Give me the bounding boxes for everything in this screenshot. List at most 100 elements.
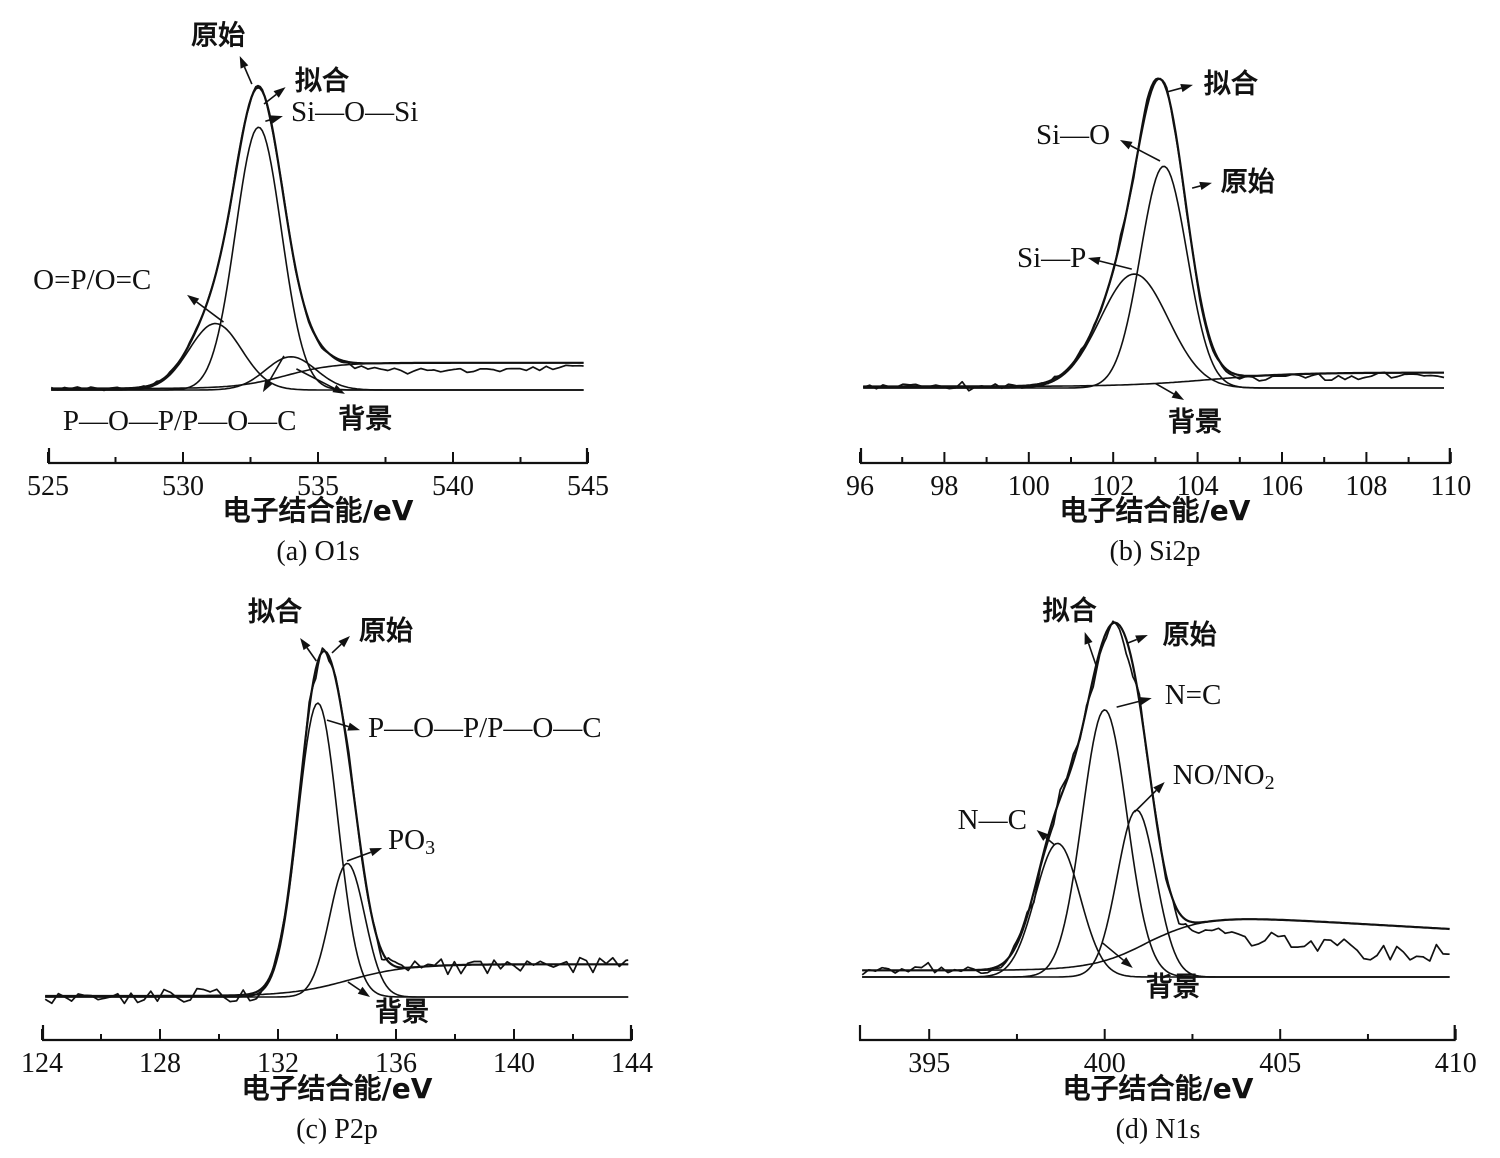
x-tick-label: 102 xyxy=(1092,471,1134,502)
annotation-label: Si—O—Si xyxy=(291,96,418,128)
annotation-arrow-line xyxy=(1102,942,1125,961)
caption-n1s: (d) N1s xyxy=(1116,1114,1201,1145)
annotation-arrowhead xyxy=(347,722,361,731)
curve-component-o1s-2 xyxy=(51,356,584,391)
annotation-arrowhead xyxy=(273,87,286,98)
x-tick-label: 110 xyxy=(1430,471,1471,502)
annotation-arrow-line xyxy=(1045,837,1056,846)
annotation-arrow-line xyxy=(326,719,349,728)
annotation-label: 原始 xyxy=(359,614,413,646)
x-tick-label: 136 xyxy=(375,1048,417,1079)
x-tick-label: 410 xyxy=(1435,1048,1477,1079)
annotation-label: P—O—P/P—O—C xyxy=(368,712,602,744)
x-tick-label: 106 xyxy=(1261,471,1303,502)
annotation-arrowhead xyxy=(1119,140,1133,150)
x-tick-label: 128 xyxy=(139,1048,181,1079)
x-axis-title-si2p: 电子结合能/eV xyxy=(1060,494,1251,527)
x-tick-label: 545 xyxy=(567,471,609,502)
annotation-arrowhead xyxy=(332,384,345,394)
curve-component-o1s-0 xyxy=(51,126,584,391)
annotation-arrowhead xyxy=(1135,634,1148,644)
annotation-arrow-line xyxy=(1116,700,1141,708)
annotation-arrowhead xyxy=(1139,697,1152,706)
x-tick-label: 144 xyxy=(611,1048,653,1079)
annotation-arrow-line xyxy=(265,118,272,122)
curve-fit-p2p xyxy=(45,649,629,998)
curve-component-p2p-1 xyxy=(45,862,629,998)
annotation-label: 拟合 xyxy=(295,64,349,96)
annotation-label: 拟合 xyxy=(1204,67,1258,99)
annotation-label: Si—O xyxy=(1036,119,1110,151)
curve-component-n1s-2 xyxy=(862,809,1450,978)
annotation-arrow-line xyxy=(1099,260,1132,270)
annotation-label: 背景 xyxy=(1146,972,1200,1003)
x-tick-label: 98 xyxy=(930,471,958,502)
annotation-label: 背景 xyxy=(375,997,429,1028)
curve-raw-o1s xyxy=(50,84,584,392)
curve-fit-n1s xyxy=(862,621,1450,972)
caption-si2p: (b) Si2p xyxy=(1110,536,1201,567)
curve-fit-o1s xyxy=(51,86,584,390)
curve-background-n1s xyxy=(862,918,1450,972)
annotation-arrowhead xyxy=(1153,781,1165,794)
x-tick-label: 108 xyxy=(1345,471,1387,502)
annotation-label: 原始 xyxy=(1221,165,1275,197)
annotation-arrowhead xyxy=(1084,631,1093,645)
x-axis-title-p2p: 电子结合能/eV xyxy=(242,1072,433,1105)
annotation-arrow-line xyxy=(346,851,372,862)
x-axis-title-n1s: 电子结合能/eV xyxy=(1063,1072,1254,1105)
annotation-arrow-line xyxy=(196,301,224,323)
annotation-arrow-line xyxy=(1133,789,1157,813)
curve-component-si2p-1 xyxy=(863,273,1444,389)
x-tick-label: 405 xyxy=(1259,1048,1301,1079)
annotation-arrowhead xyxy=(270,115,283,124)
annotation-label: 原始 xyxy=(1163,618,1217,650)
annotation-label: O=P/O=C xyxy=(33,264,151,296)
x-tick-label: 124 xyxy=(21,1048,63,1079)
annotation-label: 原始 xyxy=(191,19,245,51)
annotation-arrowhead xyxy=(1171,390,1185,401)
annotation-arrow-line xyxy=(1154,382,1175,395)
annotation-arrow-line xyxy=(1130,144,1161,162)
curve-background-p2p xyxy=(45,963,629,997)
x-tick-label: 104 xyxy=(1177,471,1219,502)
annotation-label: 背景 xyxy=(338,403,392,434)
annotation-arrowhead xyxy=(1120,957,1133,968)
x-axis-title-o1s: 电子结合能/eV xyxy=(223,494,414,527)
curve-raw-p2p xyxy=(44,647,629,1005)
annotation-arrowhead xyxy=(338,635,350,648)
annotation-arrow-line xyxy=(306,647,318,662)
annotation-arrowhead xyxy=(1087,256,1101,266)
annotation-arrowhead xyxy=(1180,84,1193,93)
annotation-label: 背景 xyxy=(1168,407,1222,438)
annotation-arrowhead xyxy=(300,637,311,651)
annotation-label: P—O—P/P—O—C xyxy=(63,405,297,437)
x-tick-label: 400 xyxy=(1084,1048,1126,1079)
curve-component-n1s-0 xyxy=(862,709,1450,978)
x-tick-label: 530 xyxy=(162,471,204,502)
x-tick-label: 140 xyxy=(493,1048,535,1079)
annotation-arrowhead xyxy=(187,294,200,306)
annotation-arrowhead xyxy=(369,848,383,857)
annotation-arrow-line xyxy=(331,643,342,654)
curve-raw-si2p xyxy=(862,77,1445,392)
annotation-arrow-line xyxy=(1087,643,1098,668)
x-tick-label: 535 xyxy=(297,471,339,502)
x-tick-label: 540 xyxy=(432,471,474,502)
annotation-arrowhead xyxy=(357,986,371,997)
annotation-label: N—C xyxy=(958,804,1027,836)
annotation-arrow-line xyxy=(263,93,277,105)
annotation-arrow-line xyxy=(296,368,335,390)
curve-background-o1s xyxy=(51,362,584,390)
curve-fit-si2p xyxy=(863,77,1444,388)
x-tick-label: 100 xyxy=(1008,471,1050,502)
annotation-label: NO/NO2 xyxy=(1173,759,1275,794)
curve-component-si2p-0 xyxy=(863,165,1444,389)
